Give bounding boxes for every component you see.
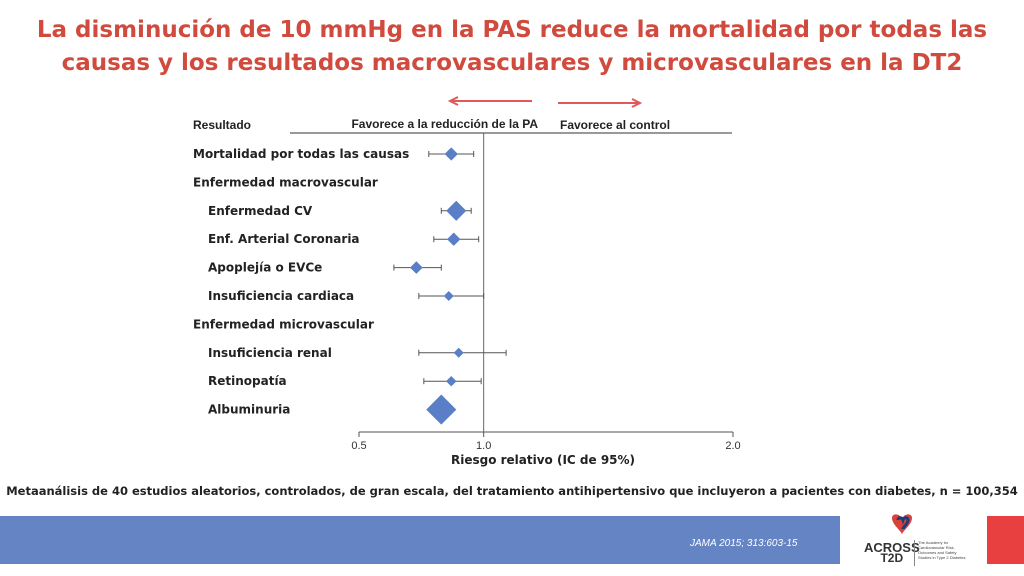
point-estimate-diamond [447, 232, 461, 246]
row-label: Albuminuria [208, 403, 290, 417]
x-tick-label: 2.0 [725, 440, 740, 452]
accent-block [987, 516, 1024, 564]
row-label: Mortalidad por todas las causas [193, 147, 409, 161]
footer-band [0, 516, 840, 564]
point-estimate-diamond [453, 347, 464, 358]
heart-logo-icon [892, 514, 912, 534]
row-label: Enfermedad CV [208, 204, 313, 218]
x-axis-ticks: 0.5 1.0 2.0 [351, 432, 741, 452]
point-estimate-diamond [410, 261, 423, 274]
forest-plot: Resultado Favorece a la reducción de la … [193, 96, 741, 467]
point-estimate-diamond [444, 147, 458, 161]
logo-line-2: T2D [880, 551, 904, 565]
logo-line-1: ACROSS [864, 540, 920, 555]
row-label: Retinopatía [208, 374, 287, 388]
citation: JAMA 2015; 313:603-15 [690, 538, 798, 549]
row-label: Apoplejía o EVCe [208, 261, 322, 275]
row-label: Insuficiencia renal [208, 346, 332, 360]
slide-title: La disminución de 10 mmHg en la PAS redu… [0, 14, 1024, 80]
logo-divider [914, 540, 915, 566]
point-estimate-diamond [443, 291, 454, 301]
x-axis-label: Riesgo relativo (IC de 95%) [451, 453, 635, 467]
point-estimate-diamond [426, 394, 457, 425]
title-line-1: La disminución de 10 mmHg en la PAS redu… [36, 17, 988, 43]
title-line-2: causas y los resultados macrovasculares … [61, 50, 963, 76]
row-label: Enf. Arterial Coronaria [208, 232, 360, 246]
forest-rows: Mortalidad por todas las causas Enfermeda… [193, 147, 507, 425]
favors-control-arrowhead [631, 98, 643, 108]
logo-tagline: The Academy for Cardiovascular Risk, Out… [918, 540, 966, 560]
header-favors-control: Favorece al control [560, 118, 670, 132]
header-outcome: Resultado [193, 118, 251, 132]
row-label: Enfermedad microvascular [193, 317, 374, 331]
header-favors-treatment: Favorece a la reducción de la PA [351, 117, 538, 131]
x-tick-label: 0.5 [351, 440, 366, 452]
favors-treatment-arrowhead [447, 96, 459, 106]
x-tick-label: 1.0 [476, 440, 491, 452]
point-estimate-diamond [446, 200, 467, 221]
logo-wordmark: ACROSS T2D [864, 540, 920, 565]
row-label: Insuficiencia cardiaca [208, 289, 354, 303]
row-label: Enfermedad macrovascular [193, 175, 378, 189]
across-t2d-logo: ACROSS T2D The Academy for Cardiovascula… [858, 512, 968, 568]
point-estimate-diamond [446, 375, 457, 387]
footnote: Metaanálisis de 40 estudios aleatorios, … [6, 484, 1018, 498]
